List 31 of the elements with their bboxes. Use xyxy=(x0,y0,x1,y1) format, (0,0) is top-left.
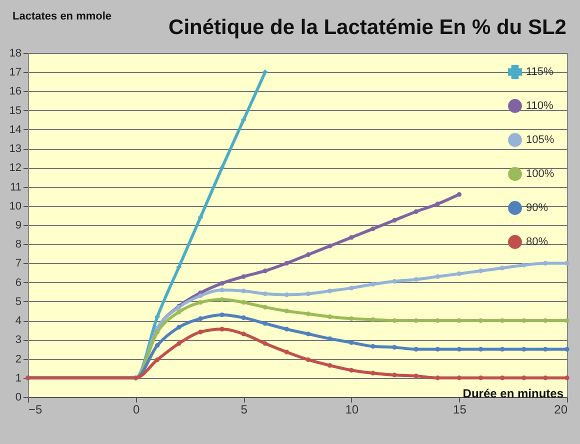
y-tick-label: 11 xyxy=(10,181,22,194)
y-tick-label: 3 xyxy=(15,334,22,346)
x-tick-label: 15 xyxy=(453,402,467,416)
x-tick-label: 20 xyxy=(554,402,568,416)
y-tick-label: 13 xyxy=(9,143,22,156)
y-tick-label: 2 xyxy=(15,353,22,366)
y-tick-label: 6 xyxy=(15,276,22,289)
y-tick-label: 14 xyxy=(9,124,22,136)
y-tick-label: 0 xyxy=(15,392,22,404)
y-axis-title: Lactates en mmole xyxy=(12,10,112,22)
legend-label: 100% xyxy=(526,168,554,180)
x-tick-label: 10 xyxy=(345,402,359,416)
y-tick-label: 18 xyxy=(9,48,22,60)
y-tick-label: 1 xyxy=(15,372,22,384)
y-tick-label: 12 xyxy=(9,162,22,174)
x-tick-label: −5 xyxy=(28,402,43,416)
y-tick-label: 17 xyxy=(9,66,22,79)
y-tick-label: 5 xyxy=(15,296,22,308)
y-tick-label: 10 xyxy=(9,200,22,212)
y-tick-label: 7 xyxy=(15,258,22,270)
y-tick-label: 9 xyxy=(15,220,22,232)
x-tick-label: 0 xyxy=(132,402,140,416)
chart-title: Cinétique de la Lactatémie En % du SL2 xyxy=(168,16,566,39)
legend-label: 105% xyxy=(526,134,554,146)
legend-label: 110% xyxy=(526,100,554,112)
y-tick-label: 15 xyxy=(9,104,22,117)
y-tick-label: 8 xyxy=(15,238,22,251)
x-tick-label: 5 xyxy=(240,402,248,416)
y-tick-label: 4 xyxy=(15,315,22,328)
x-axis-title: Durée en minutes xyxy=(462,386,564,400)
y-tick-label: 16 xyxy=(9,86,22,98)
